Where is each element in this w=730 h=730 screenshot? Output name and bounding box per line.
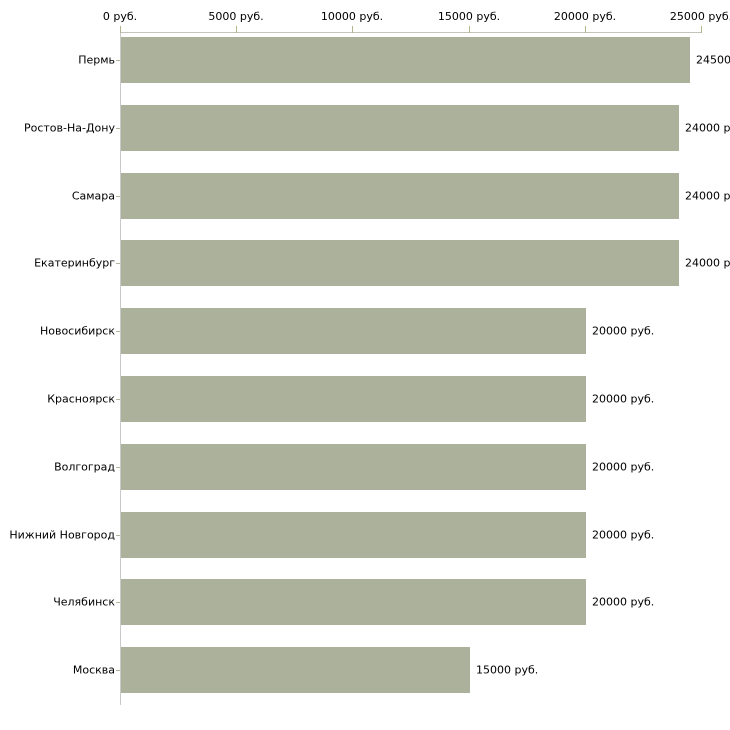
y-axis-tick (116, 263, 120, 264)
value-label: 20000 руб. (592, 595, 655, 609)
bar (121, 512, 586, 558)
y-axis-tick (116, 602, 120, 603)
x-axis-tick (352, 26, 353, 33)
y-axis-tick (116, 467, 120, 468)
value-label: 20000 руб. (592, 324, 655, 338)
x-axis-tick-label: 10000 руб. (320, 10, 384, 23)
x-axis-tick-label: 25000 руб. (669, 10, 730, 23)
bar (121, 240, 679, 286)
y-axis-tick (116, 196, 120, 197)
x-axis-tick-label: 15000 руб. (437, 10, 501, 23)
category-label: Нижний Новгород (9, 528, 115, 542)
value-label: 20000 руб. (592, 392, 655, 406)
category-label: Челябинск (53, 595, 115, 609)
value-label: 15000 руб. (476, 663, 539, 677)
y-axis-tick (116, 331, 120, 332)
category-label: Москва (72, 663, 115, 677)
x-axis-tick-label: 5000 руб. (208, 10, 264, 23)
value-label: 20000 руб. (592, 528, 655, 542)
category-label: Самара (71, 189, 115, 203)
bar (121, 37, 690, 83)
x-axis-tick (469, 26, 470, 33)
bar (121, 579, 586, 625)
value-label: 24500 руб. (696, 53, 730, 67)
y-axis-tick (116, 399, 120, 400)
x-axis-tick (701, 26, 702, 33)
bar (121, 444, 586, 490)
value-label: 24000 руб. (685, 256, 730, 270)
y-axis-tick (116, 535, 120, 536)
bar (121, 376, 586, 422)
bar (121, 173, 679, 219)
x-axis-line (120, 32, 702, 33)
category-label: Красноярск (47, 392, 115, 406)
x-axis-tick (585, 26, 586, 33)
bar (121, 105, 679, 151)
y-axis-line (120, 32, 121, 705)
category-label: Волгоград (54, 460, 115, 474)
y-axis-tick (116, 670, 120, 671)
y-axis-tick (116, 60, 120, 61)
x-axis-tick-label: 0 руб. (102, 10, 138, 23)
category-label: Пермь (78, 53, 115, 67)
value-label: 20000 руб. (592, 460, 655, 474)
category-label: Екатеринбург (34, 256, 115, 270)
x-axis-tick (236, 26, 237, 33)
x-axis-tick (120, 26, 121, 33)
bar (121, 308, 586, 354)
bar (121, 647, 470, 693)
category-label: Новосибирск (39, 324, 115, 338)
category-label: Ростов-На-Дону (23, 121, 115, 135)
value-label: 24000 руб. (685, 121, 730, 135)
x-axis-tick-label: 20000 руб. (553, 10, 617, 23)
value-label: 24000 руб. (685, 189, 730, 203)
y-axis-tick (116, 128, 120, 129)
